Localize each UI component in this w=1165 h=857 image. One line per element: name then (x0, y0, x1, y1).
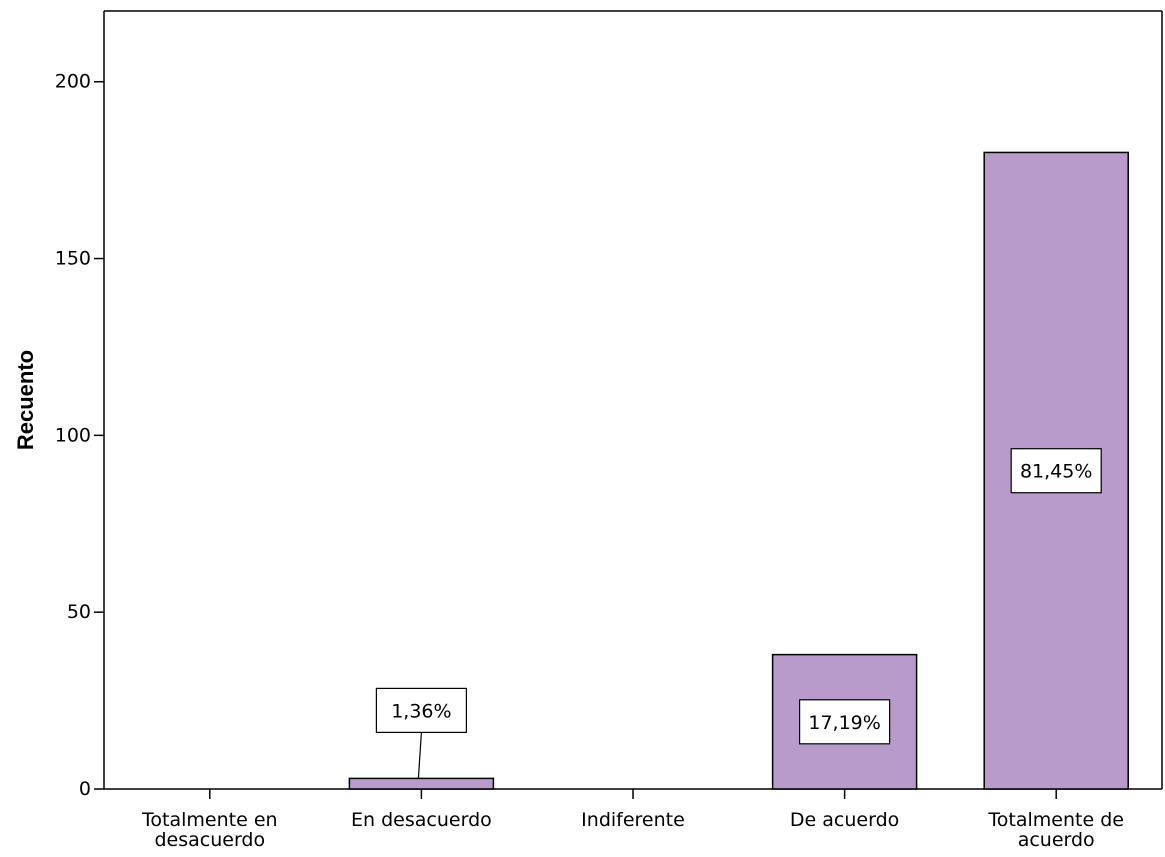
x-tick-label: Totalmente de acuerdo (987, 809, 1124, 851)
y-tick-label: 0 (79, 778, 91, 800)
y-tick-label: 200 (55, 71, 91, 93)
y-tick-label: 50 (67, 601, 91, 623)
bar (348, 777, 495, 790)
y-axis-title: Recuento (13, 350, 38, 450)
y-tick-label: 150 (55, 248, 91, 270)
x-tick-label: Indiferente (581, 809, 685, 831)
data-label-box (798, 699, 891, 745)
x-tick-label: De acuerdo (790, 809, 899, 831)
y-tick-label: 100 (55, 424, 91, 446)
x-tick-label: En desacuerdo (351, 809, 492, 831)
data-label: 1,36% (391, 700, 451, 722)
data-label: 81,45% (1020, 461, 1092, 483)
data-label: 17,19% (808, 712, 880, 734)
x-tick-label: Totalmente en desacuerdo (141, 809, 278, 851)
data-label-leader (417, 732, 422, 779)
data-label-box (1010, 448, 1102, 494)
data-label-box (375, 687, 467, 733)
